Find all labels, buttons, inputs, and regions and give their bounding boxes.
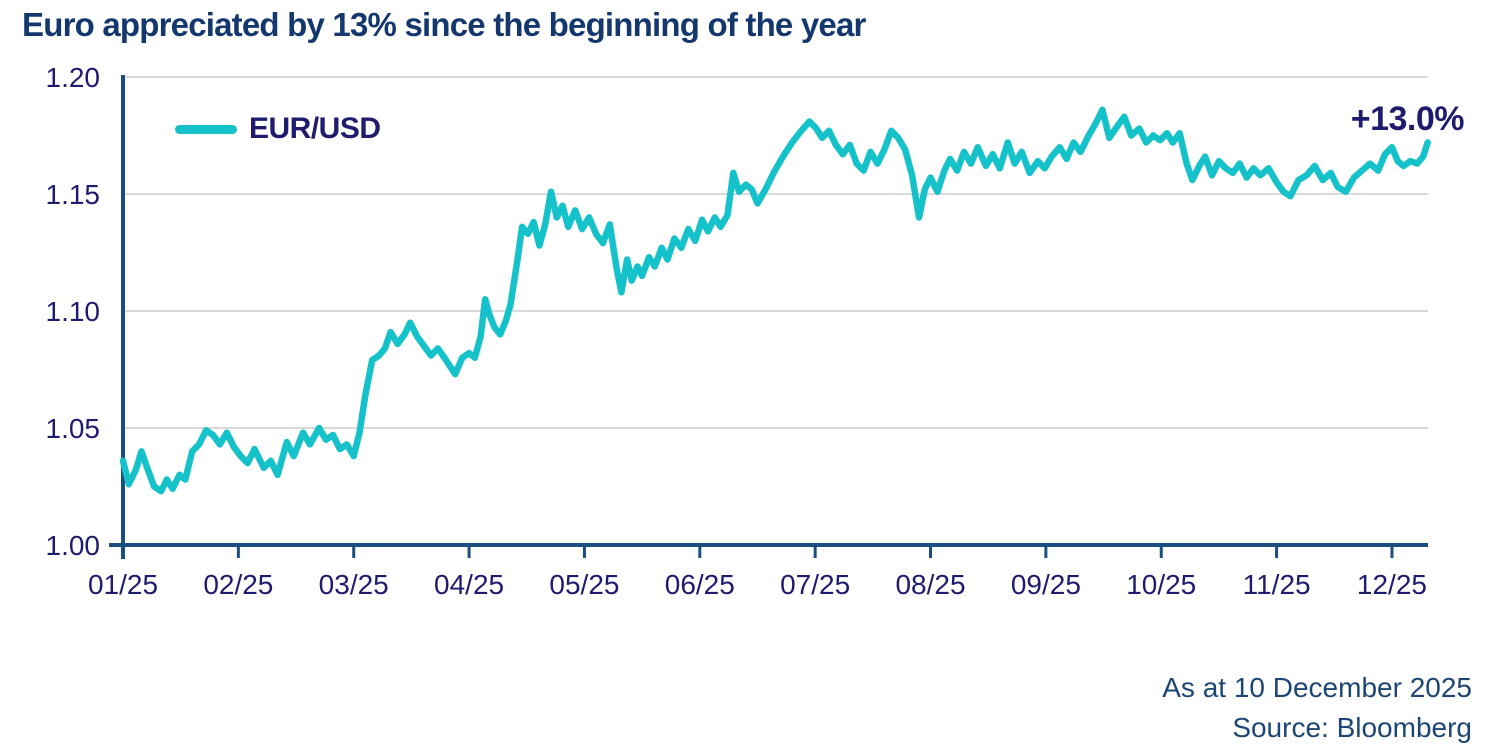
x-tick-label: 07/25 bbox=[780, 569, 850, 600]
x-tick-label: 02/25 bbox=[203, 569, 273, 600]
footnote: As at 10 December 2025 Source: Bloomberg bbox=[1162, 668, 1472, 748]
x-tick-label: 06/25 bbox=[665, 569, 735, 600]
y-tick-label: 1.15 bbox=[46, 179, 101, 210]
x-tick-label: 05/25 bbox=[549, 569, 619, 600]
legend-label: EUR/USD bbox=[249, 112, 381, 145]
eur-usd-line bbox=[119, 106, 1431, 495]
x-tick-label: 04/25 bbox=[434, 569, 504, 600]
x-tick-label: 03/25 bbox=[319, 569, 389, 600]
x-tick-label: 12/25 bbox=[1357, 569, 1427, 600]
eur-usd-line-swatch bbox=[175, 124, 237, 134]
y-tick-label: 1.00 bbox=[46, 530, 101, 561]
source-label: Source: Bloomberg bbox=[1232, 712, 1472, 743]
x-tick-label: 09/25 bbox=[1011, 569, 1081, 600]
y-tick-label: 1.10 bbox=[46, 296, 101, 327]
change-annotation: +13.0% bbox=[1350, 100, 1465, 138]
x-tick-label: 01/25 bbox=[88, 569, 158, 600]
y-tick-label: 1.05 bbox=[46, 413, 101, 444]
chart-title: Euro appreciated by 13% since the beginn… bbox=[22, 6, 866, 43]
legend: EUR/USD bbox=[175, 112, 381, 146]
as-of-date: As at 10 December 2025 bbox=[1162, 672, 1472, 703]
x-tick-label: 11/25 bbox=[1243, 569, 1311, 600]
y-tick-label: 1.20 bbox=[46, 62, 101, 93]
x-tick-label: 10/25 bbox=[1126, 569, 1196, 600]
x-tick-label: 08/25 bbox=[895, 569, 965, 600]
